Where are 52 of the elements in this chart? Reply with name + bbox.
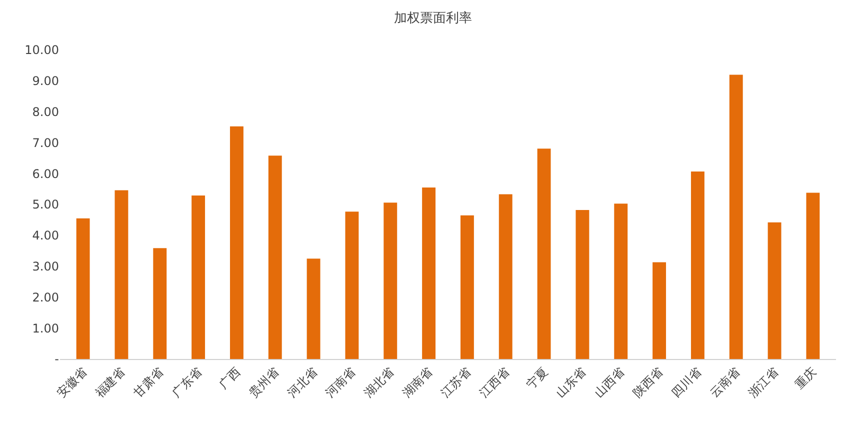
bar <box>230 126 244 359</box>
x-tick-label: 福建省 <box>92 364 128 400</box>
x-tick-label: 江苏省 <box>438 364 474 400</box>
x-tick-label: 浙江省 <box>746 364 781 400</box>
x-tick-label: 重庆 <box>792 364 820 392</box>
y-tick-label: 1.00 <box>32 321 59 336</box>
x-tick-label: 贵州省 <box>246 364 282 400</box>
y-tick-label: 10.00 <box>24 43 59 58</box>
y-tick-label: 5.00 <box>32 198 59 212</box>
x-tick-label: 甘肃省 <box>130 364 166 400</box>
y-tick-label: 3.00 <box>32 260 59 274</box>
x-tick-label: 山东省 <box>553 364 589 400</box>
y-tick-label: 7.00 <box>32 136 59 150</box>
bar <box>268 156 282 359</box>
bar <box>614 204 628 359</box>
x-tick-label: 广东省 <box>169 364 205 400</box>
x-tick-label: 湖北省 <box>361 364 397 400</box>
bar <box>537 148 551 359</box>
y-tick-label: 9.00 <box>32 74 59 88</box>
x-tick-label: 湖南省 <box>400 364 436 400</box>
x-tick-label: 山西省 <box>592 364 628 400</box>
x-tick-label: 宁夏 <box>524 364 550 392</box>
bar <box>345 212 359 359</box>
x-tick-label: 安徽省 <box>54 364 90 400</box>
bar <box>498 194 512 359</box>
bar <box>460 215 474 359</box>
bar <box>114 190 128 359</box>
x-tick-label: 江西省 <box>476 364 512 400</box>
bar <box>729 74 743 359</box>
chart-title: 加权票面利率 <box>394 10 472 26</box>
x-tick-label: 河南省 <box>322 364 358 400</box>
x-tick-label: 广西 <box>216 364 244 392</box>
bar <box>422 188 436 359</box>
bar <box>76 218 90 359</box>
bar <box>384 202 398 359</box>
bar <box>652 262 666 359</box>
y-tick-label: 8.00 <box>32 105 59 119</box>
bar <box>576 210 590 359</box>
bar <box>690 171 704 359</box>
x-tick-label: 四川省 <box>668 364 704 400</box>
x-tick-label: 河北省 <box>284 364 320 400</box>
x-tick-label: 陕西省 <box>630 364 666 400</box>
bar <box>192 196 206 359</box>
y-tick-label: 6.00 <box>32 166 59 181</box>
y-tick-label: - <box>54 352 59 366</box>
bar <box>153 248 167 359</box>
y-tick-label: 2.00 <box>32 290 59 304</box>
x-tick-label: 云南省 <box>707 364 742 400</box>
bar <box>806 192 820 359</box>
y-tick-label: 4.00 <box>32 228 59 243</box>
bar <box>768 222 782 359</box>
bar <box>306 258 320 359</box>
